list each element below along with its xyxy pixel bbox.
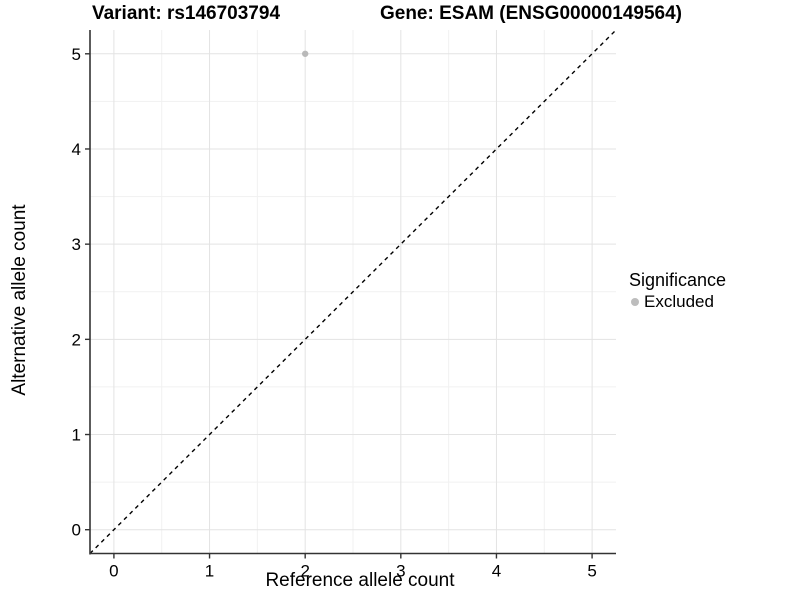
legend-title: Significance: [629, 270, 727, 290]
x-tick-label: 3: [396, 562, 405, 581]
y-tick-label: 0: [72, 521, 81, 540]
plot-title-gene: Gene: ESAM (ENSG00000149564): [379, 3, 683, 24]
y-tick-label: 3: [72, 235, 81, 254]
legend-item-label: Excluded: [644, 292, 714, 311]
legend: Significance Excluded: [629, 270, 726, 312]
x-tick-label: 0: [109, 562, 118, 581]
legend-item-excluded: Excluded: [629, 292, 726, 312]
x-tick-label: 2: [300, 562, 309, 581]
x-axis-title: Reference allele count: [265, 570, 455, 591]
legend-point-icon: [631, 298, 639, 306]
data-point: [301, 50, 309, 57]
y-tick-label: 2: [72, 330, 81, 349]
x-tick-label: 1: [205, 562, 214, 581]
x-tick-label: 5: [587, 562, 596, 581]
identity-line: [89, 29, 617, 554]
plot-title-variant: Variant: rs146703794: [91, 3, 281, 24]
y-tick-label: 1: [72, 426, 81, 445]
x-tick-label: 4: [492, 562, 501, 581]
y-axis-title: Alternative allele count: [9, 204, 30, 396]
y-tick-label: 4: [72, 140, 81, 159]
y-tick-label: 5: [72, 45, 81, 64]
